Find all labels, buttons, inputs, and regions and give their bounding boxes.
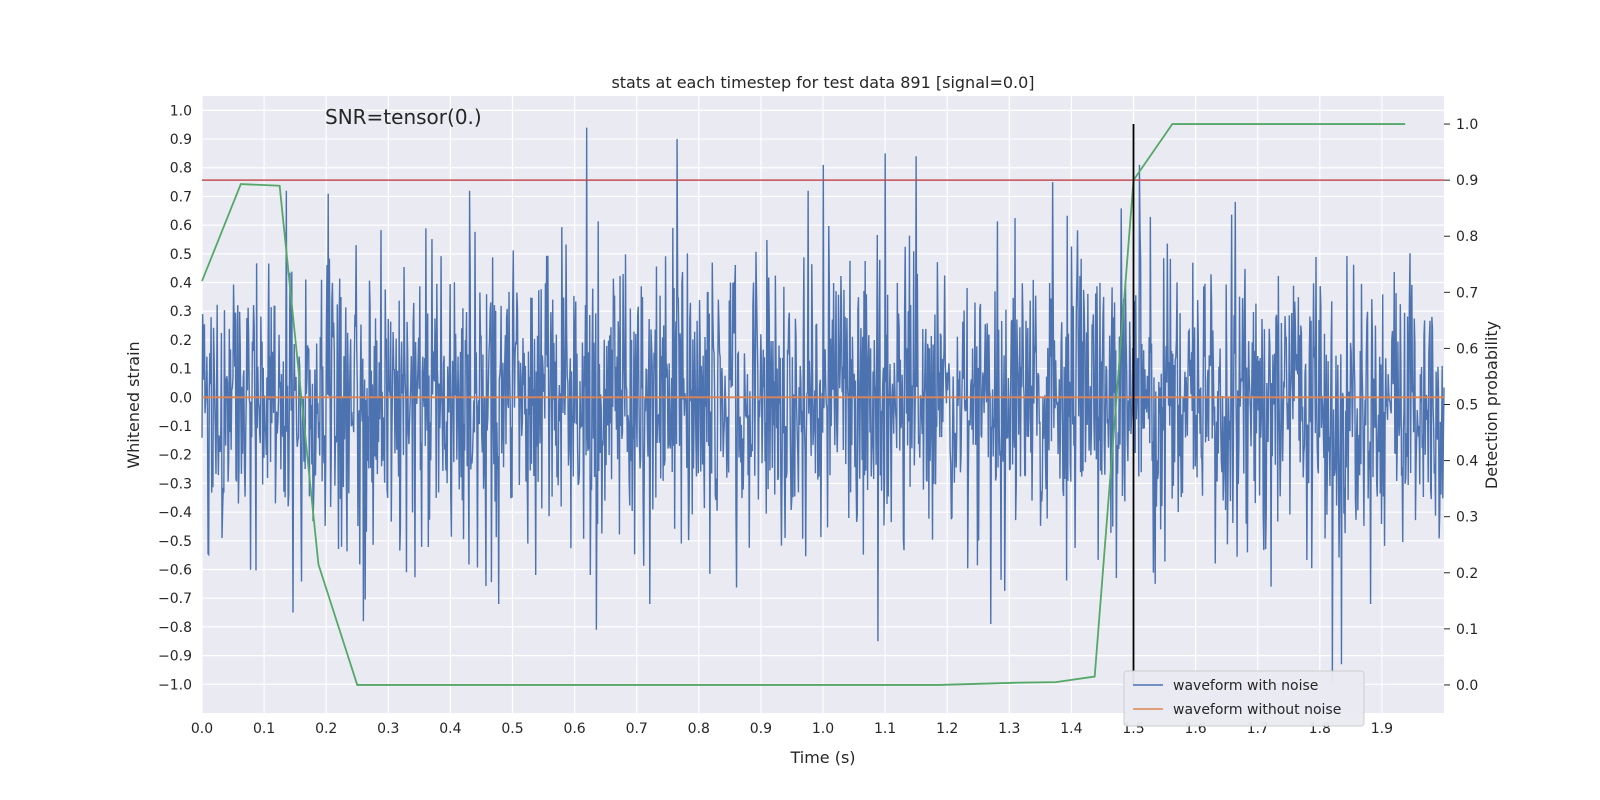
- y-axis-label: Whitened strain: [124, 341, 143, 468]
- y-right-tick-label: 1.0: [1456, 117, 1478, 133]
- y-tick-label: 0.3: [170, 304, 192, 320]
- y-right-tick-label: 0.4: [1456, 454, 1478, 470]
- legend-label-clean: waveform without noise: [1173, 702, 1341, 718]
- y-tick-label: −0.9: [158, 649, 192, 665]
- snr-annotation: SNR=tensor(0.): [325, 105, 482, 129]
- y-right-tick-label: 0.7: [1456, 285, 1478, 301]
- y-tick-label: −0.2: [158, 448, 192, 464]
- series-detection-probability: [201, 123, 1406, 686]
- x-tick-label: 1.2: [936, 721, 958, 737]
- y-right-tick-label: 0.1: [1456, 622, 1478, 638]
- y-tick-label: 0.2: [170, 333, 192, 349]
- x-tick-label: 0.1: [253, 721, 275, 737]
- legend: waveform with noise waveform without noi…: [1123, 670, 1365, 727]
- y-tick-label: 0.1: [170, 362, 192, 378]
- y-right-tick-label: 0.9: [1456, 173, 1478, 189]
- x-tick-label: 1.1: [874, 721, 896, 737]
- y-tick-label: −0.5: [158, 534, 192, 550]
- y-tick-label: 0.7: [170, 189, 192, 205]
- x-tick-label: 1.0: [812, 721, 834, 737]
- legend-box: [1123, 670, 1365, 727]
- y-tick-label: 0.4: [170, 276, 192, 292]
- x-tick-label: 0.3: [377, 721, 399, 737]
- y-tick-label: −1.0: [158, 677, 192, 693]
- x-axis-label: Time (s): [789, 748, 855, 767]
- y-tick-label: 1.0: [170, 103, 192, 119]
- x-tick-label: 0.0: [191, 721, 213, 737]
- x-tick-label: 1.4: [1060, 721, 1082, 737]
- x-tick-label: 0.8: [688, 721, 710, 737]
- y-tick-label: 0.0: [170, 390, 192, 406]
- x-tick-label: 0.2: [315, 721, 337, 737]
- y-axis-right-label: Detection probability: [1482, 321, 1501, 489]
- x-tick-label: 0.4: [439, 721, 461, 737]
- y-right-tick-label: 0.5: [1456, 398, 1478, 414]
- y-axis-right: 1.0 0.9 0.8 0.7 0.6 0.5 0.4 0.3 0.2 0.1 0.0: [1444, 117, 1478, 694]
- y-tick-label: 0.9: [170, 132, 192, 148]
- series-waveform-with-noise: [201, 127, 1445, 685]
- x-tick-label: 0.9: [750, 721, 772, 737]
- y-right-tick-label: 0.8: [1456, 229, 1478, 245]
- y-tick-label: 0.8: [170, 161, 192, 177]
- y-right-tick-label: 0.0: [1456, 678, 1478, 694]
- x-tick-label: 0.5: [501, 721, 523, 737]
- y-tick-label: −0.6: [158, 563, 192, 579]
- chart-title: stats at each timestep for test data 891…: [611, 73, 1034, 92]
- y-tick-label: 0.6: [170, 218, 192, 234]
- x-tick-label: 0.6: [563, 721, 585, 737]
- series-layer: [201, 123, 1445, 686]
- y-right-tick-label: 0.3: [1456, 510, 1478, 526]
- y-tick-label: −0.7: [158, 591, 192, 607]
- y-tick-label: −0.4: [158, 505, 192, 521]
- legend-label-noise: waveform with noise: [1173, 678, 1318, 694]
- y-tick-label: −0.3: [158, 476, 192, 492]
- y-axis-left: 1.0 0.9 0.8 0.7 0.6 0.5 0.4 0.3 0.2 0.1 0.0 −0.1 −0.…: [158, 103, 192, 693]
- y-tick-label: −0.1: [158, 419, 192, 435]
- y-right-tick-label: 0.2: [1456, 566, 1478, 582]
- y-tick-label: −0.8: [158, 620, 192, 636]
- x-tick-label: 0.7: [626, 721, 648, 737]
- x-tick-label: 1.9: [1371, 721, 1393, 737]
- x-tick-label: 1.3: [998, 721, 1020, 737]
- y-right-tick-label: 0.6: [1456, 341, 1478, 357]
- y-tick-label: 0.5: [170, 247, 192, 263]
